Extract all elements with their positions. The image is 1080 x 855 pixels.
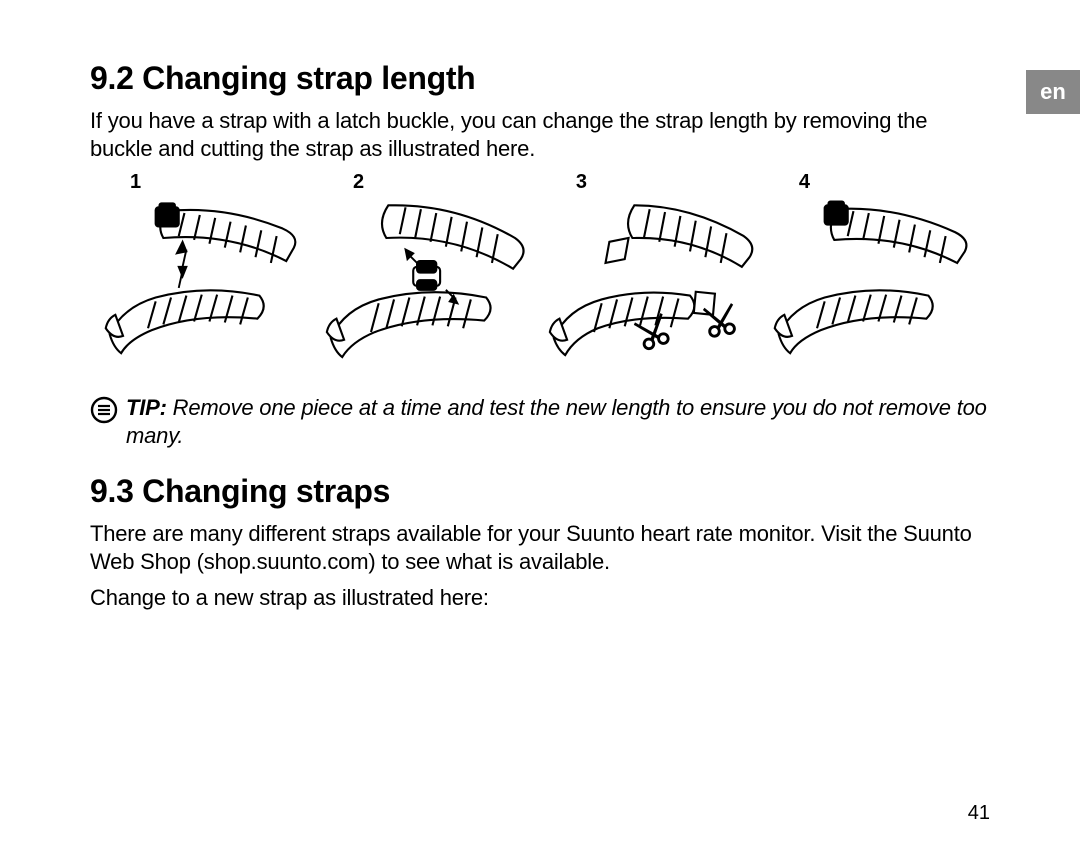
strap-step4-illustration: [769, 196, 980, 376]
strap-step1-illustration: [100, 196, 311, 376]
page-number: 41: [968, 802, 990, 825]
heading-9-3: 9.3 Changing straps: [90, 473, 990, 510]
heading-9-2: 9.2 Changing strap length: [90, 60, 990, 97]
strap-step3-illustration: [546, 196, 757, 376]
para-9-3-2: Change to a new strap as illustrated her…: [90, 584, 990, 612]
step-number: 1: [130, 171, 141, 194]
diagram-step-2: 2: [323, 171, 534, 376]
tip-label: TIP:: [126, 395, 167, 420]
language-tab: en: [1026, 70, 1080, 114]
intro-9-2: If you have a strap with a latch buckle,…: [90, 107, 990, 163]
diagram-step-1: 1: [100, 171, 311, 376]
diagram-step-4: 4: [769, 171, 980, 376]
diagram-step-3: 3: [546, 171, 757, 376]
para-9-3-1: There are many different straps availabl…: [90, 520, 990, 576]
step-number: 4: [799, 171, 810, 194]
step-number: 3: [576, 171, 587, 194]
strap-step2-illustration: [323, 196, 534, 376]
step-number: 2: [353, 171, 364, 194]
tip-block: TIP: Remove one piece at a time and test…: [90, 394, 990, 450]
tip-icon: [90, 396, 118, 424]
strap-length-diagram: 1: [90, 171, 990, 376]
tip-body: Remove one piece at a time and test the …: [126, 395, 987, 448]
